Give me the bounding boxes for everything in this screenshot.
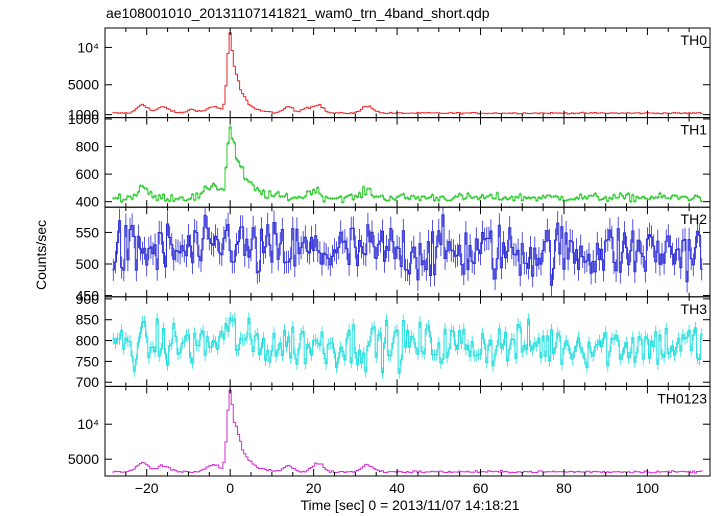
x-axis-label: Time [sec] 0 = 2013/11/07 14:18:21 <box>300 497 519 513</box>
x-tick-label: 20 <box>306 480 322 496</box>
y-tick-label: 400 <box>76 194 100 210</box>
y-tick-label: 800 <box>76 139 100 155</box>
error-bars <box>112 389 703 474</box>
x-tick-label: −20 <box>135 480 159 496</box>
panel-th2: 450 500 550 TH2 <box>76 206 711 304</box>
panel-label: TH2 <box>681 211 708 227</box>
y-tick-label: 700 <box>76 374 100 390</box>
panel-frame <box>104 27 711 119</box>
y-tick-label: 900 <box>76 291 100 307</box>
panel-th3: 700 750 800 850 900 TH3 <box>76 291 711 390</box>
y-tick-label: 1000 <box>68 111 99 127</box>
x-tick-label: 60 <box>473 480 489 496</box>
panel-th1: 400 600 800 1000 TH1 <box>68 111 711 210</box>
y-tick-label: 550 <box>76 224 100 240</box>
series-th0 <box>112 32 703 115</box>
panels-group: 1000 5000 10⁴ TH0 400 600 800 1000 TH1 450 500 550 T… <box>68 27 711 477</box>
error-bars <box>112 207 703 297</box>
series-line <box>112 389 703 474</box>
y-axis-label: Counts/sec <box>33 220 49 290</box>
x-tick-label: 0 <box>226 480 234 496</box>
y-tick-label: 10⁴ <box>77 39 99 55</box>
series-th3 <box>112 312 703 379</box>
panel-label: TH3 <box>681 301 708 317</box>
panel-label: TH1 <box>681 122 708 138</box>
y-tick-label: 5000 <box>68 451 99 467</box>
y-tick-label: 1000 <box>68 107 99 123</box>
figure-title: ae108001010_20131107141821_wam0_trn_4ban… <box>106 5 490 21</box>
x-tick-label: 100 <box>636 480 660 496</box>
y-tick-label: 850 <box>76 312 100 328</box>
x-axis: −20 0 20 40 60 80 100 <box>135 480 659 496</box>
series-line <box>112 32 703 115</box>
y-tick-label: 800 <box>76 333 100 349</box>
panel-label: TH0 <box>681 32 708 48</box>
error-bars <box>112 125 703 204</box>
y-tick-label: 10⁴ <box>77 416 99 432</box>
series-th2 <box>112 207 703 297</box>
y-tick-label: 5000 <box>68 77 99 93</box>
series-line <box>112 126 703 203</box>
x-tick-label: 40 <box>389 480 405 496</box>
panel-frame <box>104 385 711 477</box>
panel-label: TH0123 <box>657 390 707 406</box>
series-th1 <box>112 125 703 204</box>
y-tick-label: 600 <box>76 166 100 182</box>
error-bars <box>112 312 703 379</box>
y-tick-label: 500 <box>76 256 100 272</box>
series-line <box>112 214 703 286</box>
panel-th0123: 5000 10⁴ TH0123 <box>68 385 711 477</box>
series-th0123 <box>112 389 703 474</box>
panel-th0: 1000 5000 10⁴ TH0 <box>68 27 711 123</box>
x-tick-label: 80 <box>556 480 572 496</box>
y-tick-label: 450 <box>76 288 100 304</box>
y-tick-label: 750 <box>76 353 100 369</box>
error-bars <box>112 32 703 115</box>
